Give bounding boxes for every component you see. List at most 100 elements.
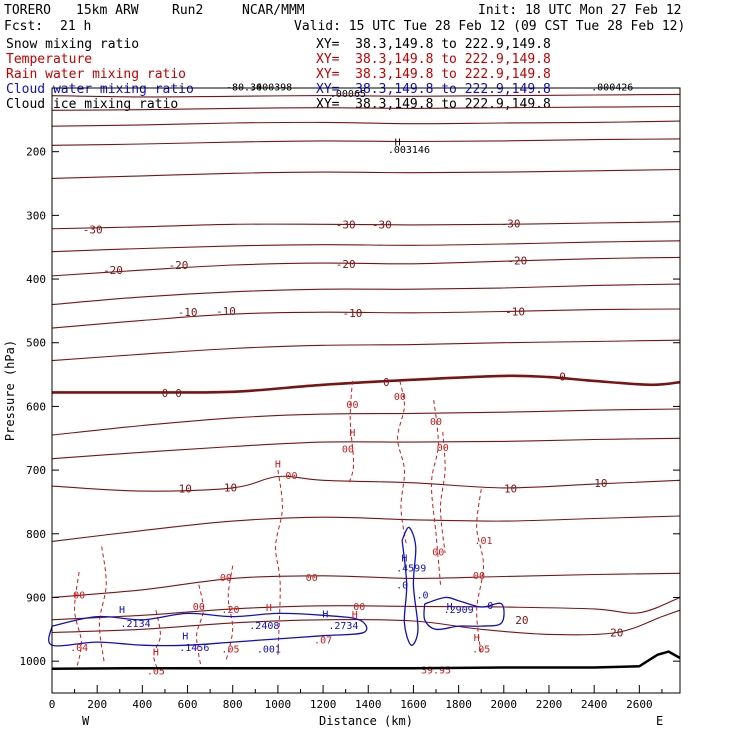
isotherm-t-20 bbox=[51, 256, 681, 277]
isotherm-label-15: 0 bbox=[559, 370, 566, 383]
isotherm-label-10: -10 bbox=[343, 307, 363, 320]
legend-rain-xy: XY= 38.3,149.8 to 222.9,149.8 bbox=[316, 67, 551, 82]
rain-contour-9 bbox=[98, 546, 107, 662]
cloud-water-label-3: .1456 bbox=[179, 643, 209, 654]
cloud-water-label-0: H bbox=[119, 605, 125, 616]
isotherm-t5 bbox=[51, 408, 681, 436]
header-org: NCAR/MMM bbox=[242, 3, 305, 18]
header-resolution: 15km ARW bbox=[76, 3, 139, 18]
x-tick-label-13: 2600 bbox=[626, 698, 653, 711]
legend-snow-label: Snow mixing ratio bbox=[6, 37, 140, 52]
legend-cloud-water-xy: XY= 38.3,149.8 to 222.9,149.8 bbox=[316, 82, 551, 97]
x-tick-label-2: 400 bbox=[132, 698, 152, 711]
cloud-water-label-13: .0 bbox=[416, 590, 428, 601]
rain-label-3: 00 bbox=[394, 392, 406, 403]
isotherm-t-25 bbox=[51, 240, 681, 253]
rain-label-2: 00 bbox=[342, 444, 354, 455]
isotherm-label-7: -20 bbox=[507, 255, 527, 268]
legend-temperature-label: Temperature bbox=[6, 52, 93, 67]
axes: 0 200 400 600 800 1000 1200 1400 1600 1800 2000 220… bbox=[20, 146, 680, 711]
cloud-water-label-2: H bbox=[182, 632, 188, 643]
cloud-water-label-9: .4599 bbox=[396, 564, 426, 575]
cloud-water-label-14: 0 bbox=[487, 601, 493, 612]
rain-contour-2 bbox=[430, 400, 441, 585]
x-tick-label-7: 1400 bbox=[355, 698, 382, 711]
rain-label-13: 00 bbox=[73, 590, 85, 601]
legend-rain-label: Rain water mixing ratio bbox=[6, 67, 187, 82]
temperature-isotherms bbox=[51, 93, 681, 636]
rain-label-25: H bbox=[474, 633, 480, 644]
rain-label-6: 00 bbox=[430, 417, 442, 428]
legend-cloud-water-label: Cloud water mixing ratio bbox=[6, 82, 194, 97]
x-tick-label-9: 1800 bbox=[445, 698, 472, 711]
rain-contour-10 bbox=[153, 610, 161, 671]
isotherm-label-4: -20 bbox=[103, 264, 123, 277]
y-tick-label-6: 800 bbox=[26, 528, 46, 541]
legend-snow-xy: XY= 38.3,149.8 to 222.9,149.8 bbox=[316, 37, 551, 52]
isotherm-t15 bbox=[51, 572, 681, 599]
cloud-water-label-1: .2134 bbox=[121, 619, 151, 630]
y-tick-label-3: 500 bbox=[26, 337, 46, 350]
rain-label-10: 00 bbox=[473, 571, 485, 582]
header-fcst-label: Fcst: bbox=[4, 19, 44, 34]
rain-contour-5 bbox=[275, 470, 283, 655]
rain-label-0: 00 bbox=[346, 400, 358, 411]
isotherm-label-19: 10 bbox=[594, 477, 607, 490]
header-init: Init: 18 UTC Mon 27 Feb 12 bbox=[478, 3, 682, 18]
rain-contour-3 bbox=[439, 431, 446, 553]
x-end-label-east: E bbox=[656, 714, 663, 728]
isotherm-label-21: 20 bbox=[610, 627, 623, 640]
plot-frame bbox=[51, 87, 681, 694]
isotherm-label-6: -20 bbox=[336, 258, 356, 271]
isotherm-label-5: -20 bbox=[169, 259, 189, 272]
rain-label-7: 00 bbox=[437, 443, 449, 454]
rain-label-20: .04 bbox=[70, 643, 88, 654]
rain-label-4: H bbox=[275, 460, 281, 471]
isotherm-label-17: 10 bbox=[224, 481, 237, 494]
rain-contour-8 bbox=[74, 571, 82, 668]
isotherm-t18 bbox=[51, 596, 681, 621]
legend-temperature-xy: XY= 38.3,149.8 to 222.9,149.8 bbox=[316, 52, 551, 67]
isotherm-t-30 bbox=[51, 221, 681, 230]
x-end-label-west: W bbox=[82, 714, 90, 728]
cloud-water-contour-2 bbox=[423, 596, 505, 631]
y-tick-label-1: 300 bbox=[26, 209, 46, 222]
cloud-water-label-6: .2734 bbox=[328, 621, 358, 632]
isotherm-t-40c bbox=[51, 120, 681, 127]
snow-label-4: H bbox=[395, 137, 401, 148]
cloud-water-label-5: .2408 bbox=[249, 621, 279, 632]
header-run: Run2 bbox=[172, 3, 204, 18]
rain-label-15: 00 bbox=[353, 602, 365, 613]
rain-label-12: 00 bbox=[220, 573, 232, 584]
isotherm-t-40b bbox=[51, 105, 681, 111]
isotherm-label-16: 10 bbox=[179, 483, 192, 496]
rain-contour-0 bbox=[348, 380, 355, 483]
x-tick-label-6: 1200 bbox=[310, 698, 337, 711]
cloud-water-label-12: .2909 bbox=[444, 605, 474, 616]
isotherm-label-8: -10 bbox=[178, 306, 198, 319]
rain-contours bbox=[74, 380, 485, 671]
rain-label-8: 00 bbox=[432, 548, 444, 559]
rain-label-1: H bbox=[349, 428, 355, 439]
rain-label-5: 00 bbox=[285, 471, 297, 482]
x-tick-label-3: 600 bbox=[178, 698, 198, 711]
isotherm-t13 bbox=[51, 515, 681, 542]
rain-label-21: H bbox=[153, 648, 159, 659]
isotherm-t-40a bbox=[51, 93, 681, 98]
isotherm-t-15 bbox=[51, 283, 681, 306]
x-tick-label-4: 800 bbox=[223, 698, 243, 711]
terrain-surface bbox=[51, 650, 681, 671]
rain-contour-1 bbox=[397, 380, 408, 547]
y-tick-label-7: 900 bbox=[26, 591, 46, 604]
rain-label-24: .05 bbox=[472, 644, 490, 655]
y-tick-label-4: 600 bbox=[26, 400, 46, 413]
x-tick-label-5: 1000 bbox=[265, 698, 292, 711]
isotherm-t-10 bbox=[51, 308, 681, 329]
cloud-water-label-7: H bbox=[322, 609, 328, 620]
isotherm-t8 bbox=[51, 437, 681, 460]
rain-label-16: .20 bbox=[221, 605, 239, 616]
snow-label-2: .00065 bbox=[330, 89, 366, 100]
isotherm-t-5 bbox=[51, 339, 681, 362]
rain-label-9: .01 bbox=[474, 536, 492, 547]
y-axis-label: Pressure (hPa) bbox=[3, 340, 17, 441]
